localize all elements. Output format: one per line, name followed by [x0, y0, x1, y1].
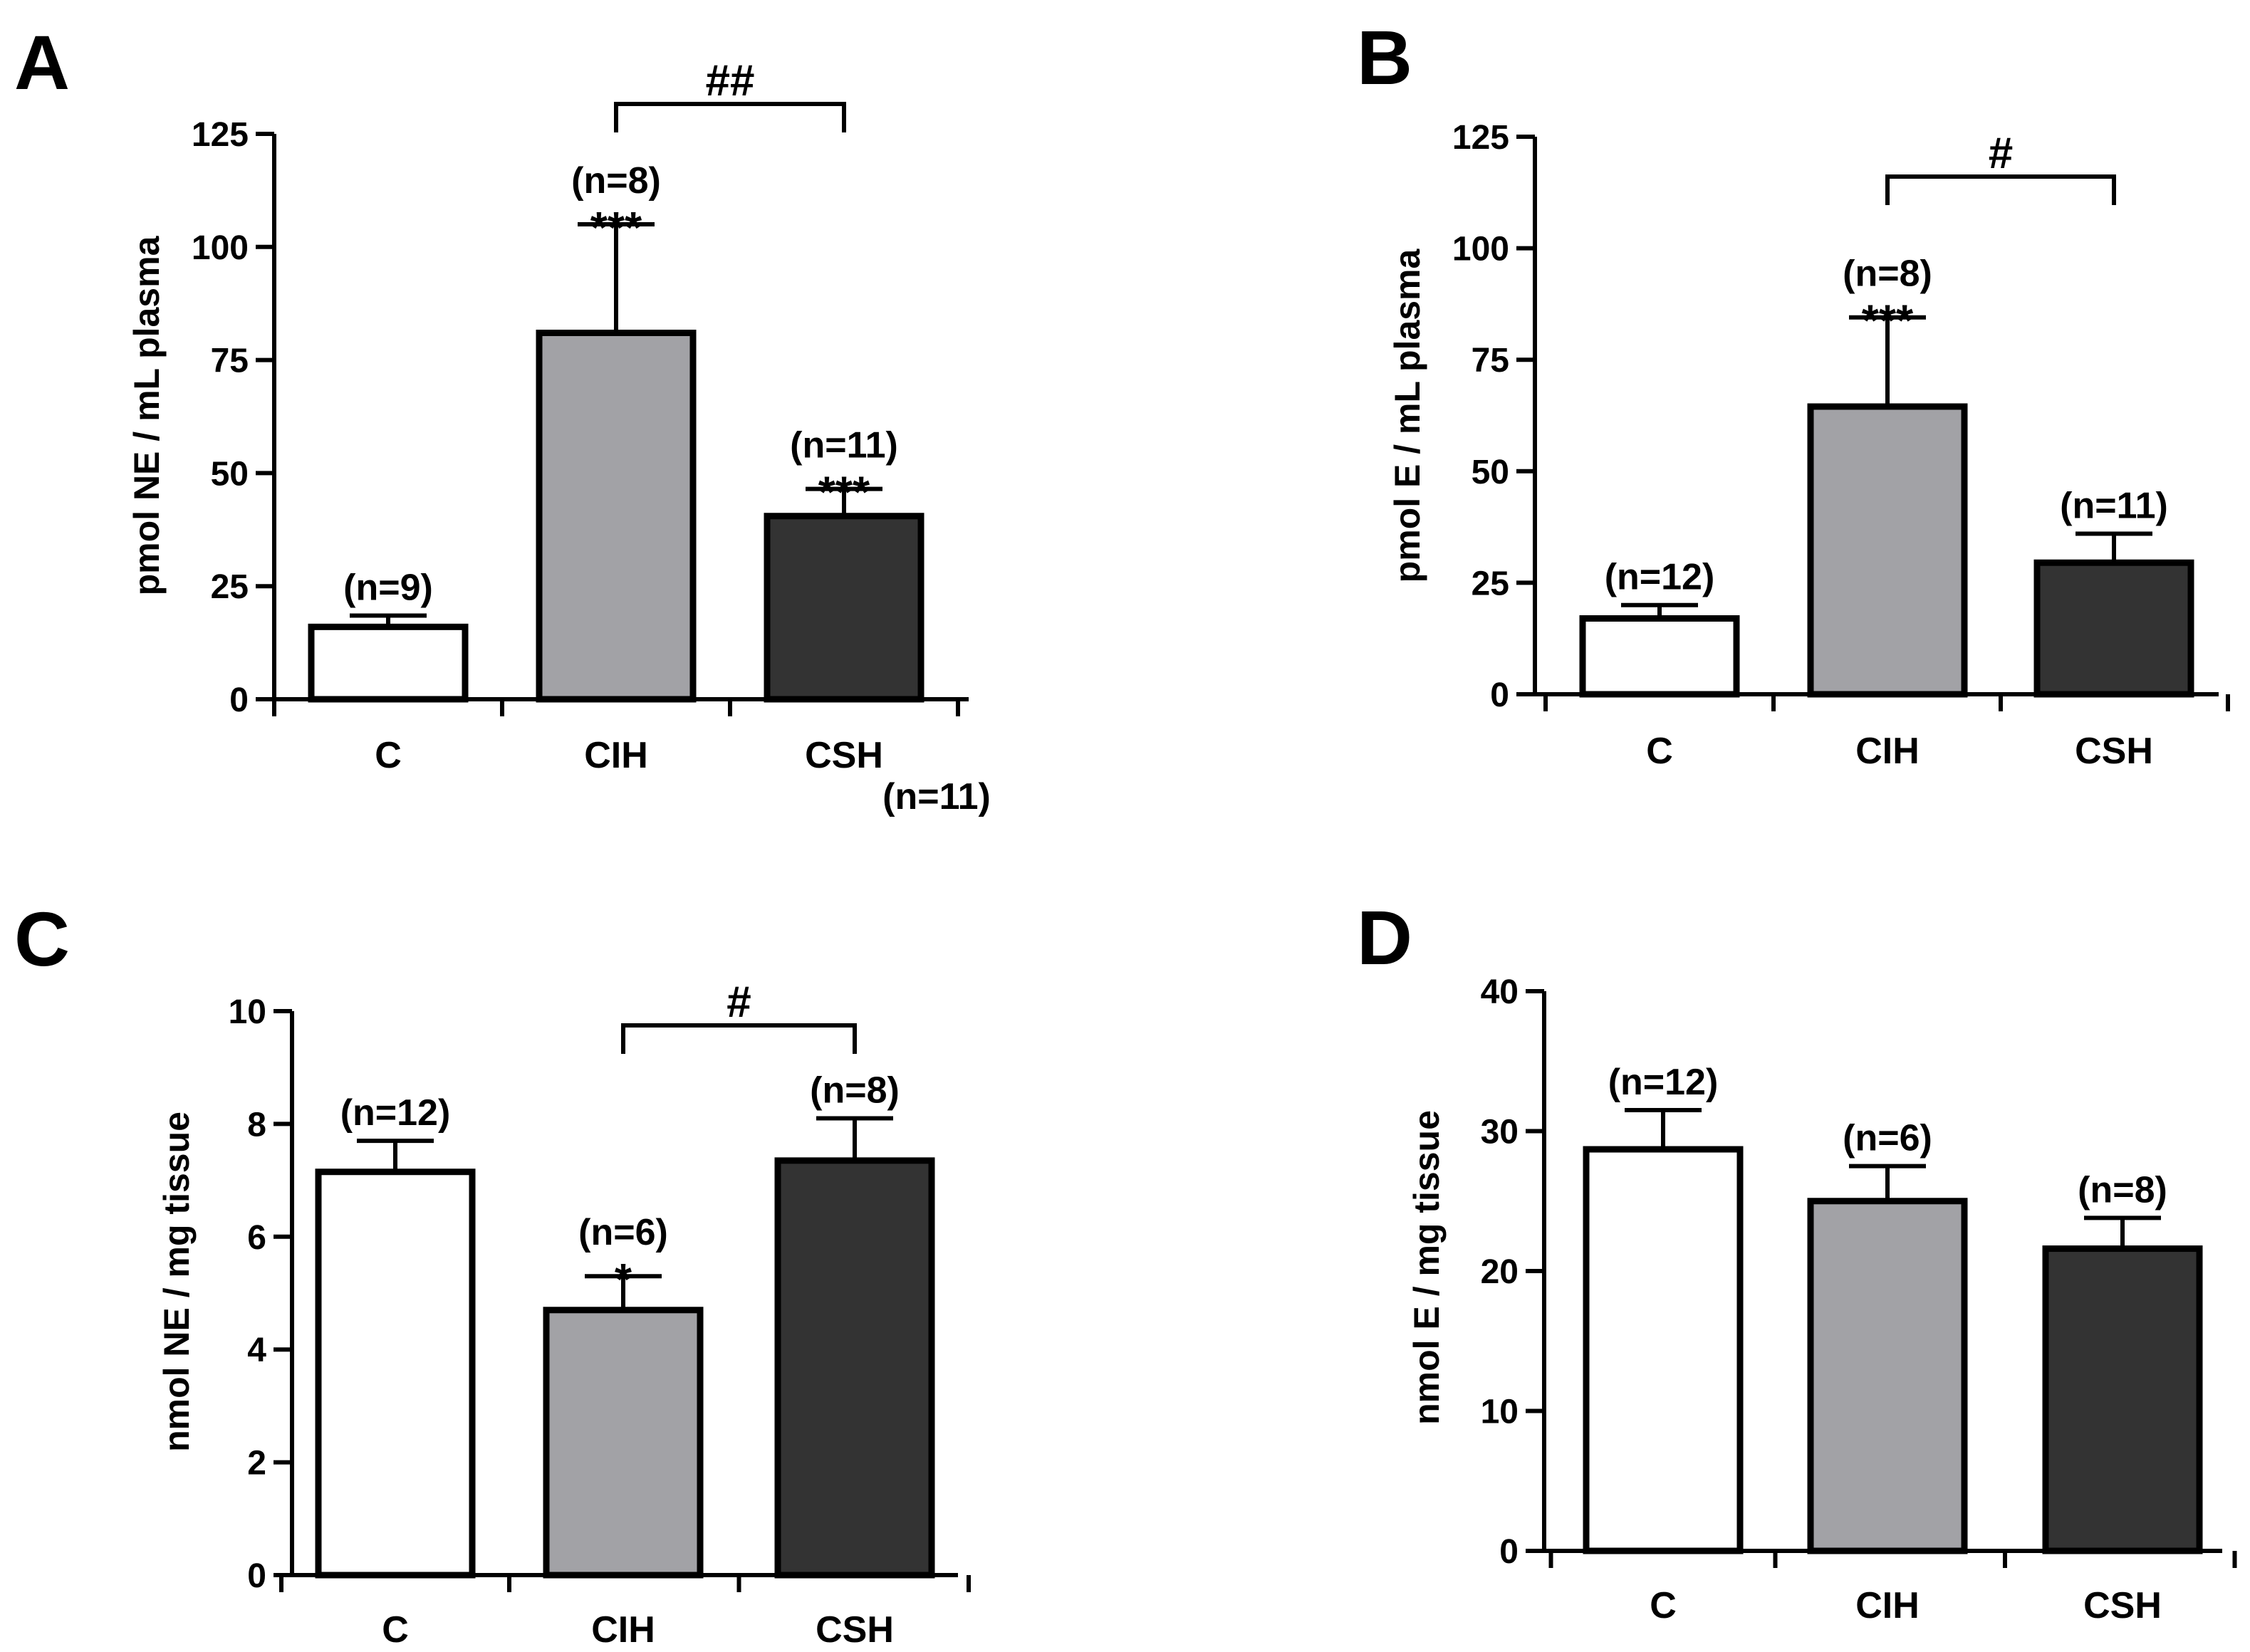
x-category-label-a: C — [375, 735, 402, 776]
y-tick-label-d: 20 — [1481, 1253, 1519, 1291]
x-category-label-c: CIH — [591, 1609, 655, 1651]
significance-bracket-a — [614, 102, 846, 132]
bar-a-cih — [536, 329, 697, 703]
significance-mark-a: *** — [590, 204, 642, 253]
y-axis-label-a: pmol NE / mL plasma — [127, 235, 167, 595]
y-tick-label-a: 125 — [192, 116, 249, 154]
n-label-b: (n=11) — [2060, 485, 2168, 526]
panel-letter-a: A — [14, 19, 70, 105]
n-label-a: (n=9) — [343, 567, 433, 608]
panel-c: C nmol NE / mg tissue 0 2 4 6 8 10 C (n=12) CIH *… — [14, 896, 971, 1651]
bar-c-c — [315, 1169, 476, 1579]
y-tick-label-a: 100 — [192, 229, 249, 267]
n-label-c: (n=12) — [340, 1092, 451, 1134]
bar-a-c — [308, 623, 469, 703]
y-tick-label-d: 0 — [1499, 1533, 1519, 1571]
n-label-b: (n=8) — [1843, 253, 1932, 295]
y-axis-label-b: pmol E / mL plasma — [1387, 248, 1427, 582]
n-label-d: (n=12) — [1608, 1062, 1719, 1103]
bar-d-c — [1583, 1146, 1744, 1554]
y-tick-label-a: 25 — [211, 568, 249, 606]
bar-b-c — [1579, 615, 1740, 698]
y-axis-label-d: nmol E / mg tissue — [1407, 1110, 1447, 1425]
x-category-label-a: CSH — [805, 735, 883, 776]
x-category-label-d: C — [1650, 1585, 1677, 1626]
significance-bracket-c — [621, 1023, 857, 1054]
panel-b: B pmol E / mL plasma 0 25 50 75 100 125 C (n=12… — [1357, 14, 2230, 772]
bar-d-cih — [1807, 1198, 1968, 1554]
x-category-label-c: C — [382, 1609, 409, 1651]
extra-n-label-a: (n=11) — [882, 776, 991, 817]
y-tick-label-c: 8 — [247, 1106, 266, 1144]
significance-mark-b: *** — [1862, 297, 1914, 346]
y-tick-label-a: 50 — [211, 455, 249, 493]
panel-letter-b: B — [1357, 14, 1412, 100]
x-category-label-d: CIH — [1855, 1585, 1920, 1626]
bracket-label-b: # — [1989, 129, 2013, 178]
n-label-a: (n=11) — [790, 425, 898, 466]
x-category-label-b: CIH — [1855, 731, 1920, 772]
x-category-label-b: C — [1646, 731, 1673, 772]
significance-bracket-b — [1885, 174, 2116, 205]
y-tick-label-a: 75 — [211, 343, 249, 380]
n-label-b: (n=12) — [1605, 557, 1715, 598]
bar-b-cih — [1807, 403, 1968, 698]
bar-c-cih — [543, 1307, 704, 1579]
y-tick-label-d: 30 — [1481, 1114, 1519, 1151]
x-category-label-a: CIH — [584, 735, 648, 776]
y-tick-label-a: 0 — [229, 681, 249, 719]
y-tick-label-c: 2 — [247, 1445, 266, 1483]
y-tick-label-c: 0 — [247, 1557, 266, 1595]
bar-a-csh — [764, 513, 925, 703]
panel-letter-c: C — [14, 896, 70, 982]
y-tick-label-c: 6 — [247, 1219, 266, 1257]
y-tick-label-c: 10 — [229, 993, 266, 1031]
n-label-a: (n=8) — [571, 160, 661, 202]
bracket-label-a: ## — [706, 56, 755, 105]
significance-mark-a: *** — [818, 469, 870, 518]
bracket-label-c: # — [726, 978, 751, 1027]
y-tick-label-b: 100 — [1452, 231, 1509, 268]
x-category-label-c: CSH — [816, 1609, 894, 1651]
bar-d-csh — [2042, 1245, 2203, 1554]
y-tick-label-b: 125 — [1452, 119, 1509, 157]
x-category-label-b: CSH — [2075, 731, 2153, 772]
y-tick-label-c: 4 — [247, 1332, 266, 1369]
n-label-d: (n=6) — [1843, 1118, 1932, 1159]
n-label-d: (n=8) — [2078, 1169, 2167, 1211]
y-tick-label-b: 50 — [1472, 454, 1509, 491]
y-tick-label-b: 75 — [1472, 342, 1509, 380]
bar-b-csh — [2033, 559, 2194, 698]
panel-a: A pmol NE / mL plasma (n=11) 0 25 50 75 100 1… — [14, 19, 991, 817]
n-label-c: (n=8) — [810, 1070, 900, 1111]
y-tick-label-b: 0 — [1490, 676, 1509, 714]
n-label-c: (n=6) — [578, 1212, 668, 1253]
y-axis-label-c: nmol NE / mg tissue — [157, 1112, 197, 1452]
significance-mark-c: * — [615, 1255, 632, 1305]
panel-letter-d: D — [1357, 894, 1412, 981]
x-category-label-d: CSH — [2083, 1585, 2162, 1626]
y-tick-label-d: 40 — [1481, 973, 1519, 1011]
bar-c-csh — [774, 1157, 935, 1579]
panel-d: D nmol E / mg tissue 0 10 20 30 40 C (n=12) CIH… — [1357, 894, 2237, 1626]
y-tick-label-d: 10 — [1481, 1394, 1519, 1431]
y-tick-label-b: 25 — [1472, 565, 1509, 602]
